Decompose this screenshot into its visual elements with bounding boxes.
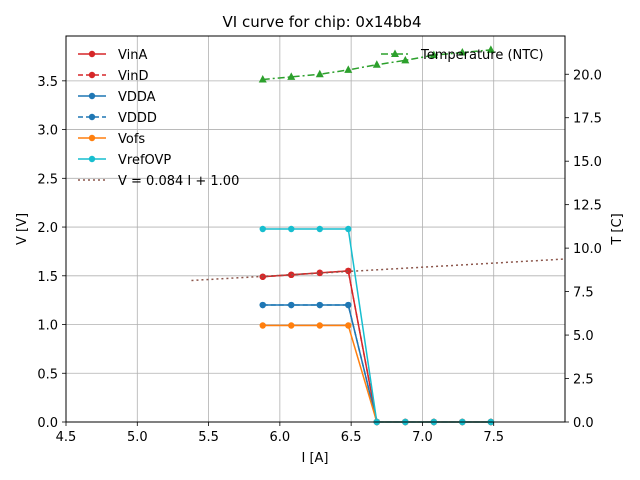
legend-label: VDDD [118, 111, 157, 126]
legend-entry: VinD [78, 69, 148, 84]
series-line [262, 324, 491, 423]
legend-entry: VDDD [78, 111, 157, 126]
series-vina [259, 267, 495, 426]
y2-tick-label: 10.0 [573, 242, 602, 257]
data-point [288, 322, 295, 329]
series-layer [191, 45, 566, 426]
legend-label: VrefOVP [118, 153, 171, 168]
y-tick-label: 2.0 [37, 221, 58, 236]
legend-marker [88, 50, 96, 58]
series-vind [259, 267, 495, 426]
legend-marker [88, 155, 96, 163]
y2-tick-label: 7.5 [573, 286, 594, 301]
data-point [288, 301, 295, 309]
data-point [316, 269, 323, 277]
legend-entry: VinA [78, 48, 147, 63]
y-tick-label: 3.0 [37, 124, 58, 139]
data-point [458, 48, 467, 56]
data-point [486, 45, 495, 53]
y2-tick-label: 0.0 [573, 416, 594, 431]
data-point [401, 55, 410, 64]
legend-label: VDDA [118, 90, 156, 105]
y2-tick-label: 20.0 [573, 68, 602, 83]
x-tick-label: 5.5 [198, 430, 219, 445]
y2-axis-label: T [C] [610, 213, 625, 245]
series-temperature-ntc [258, 45, 495, 83]
chart-title: VI curve for chip: 0x14bb4 [223, 13, 422, 31]
data-point [372, 60, 381, 68]
x-tick-label: 7.0 [412, 430, 433, 445]
legend-entry: VrefOVP [78, 153, 171, 168]
series-v-0-084-i-1-00 [191, 258, 566, 282]
legend-marker [88, 71, 96, 79]
axis-ticks: 4.5 5.0 5.5 6.0 6.5 7.0 7.5 0.0 0.5 1.0 1.5 2.0 2.5 3… [37, 68, 602, 445]
series-vofs [259, 322, 495, 426]
data-point [258, 74, 267, 83]
series-vddd [259, 301, 495, 426]
series-line [262, 304, 491, 423]
series-line [262, 270, 491, 423]
series-vdda [259, 301, 495, 426]
legend-temperature: Temperature (NTC) [381, 48, 544, 63]
y2-tick-label: 15.0 [573, 155, 602, 170]
x-tick-label: 4.5 [56, 430, 77, 445]
x-tick-label: 6.0 [270, 430, 291, 445]
series-line [262, 304, 491, 423]
legend-marker [88, 113, 96, 121]
y-tick-label: 1.0 [37, 319, 58, 334]
data-point [344, 65, 353, 73]
data-point [287, 72, 296, 80]
data-point [288, 225, 295, 233]
y2-tick-label: 5.0 [573, 329, 594, 344]
legend-label: V = 0.084 I + 1.00 [118, 174, 239, 189]
y-tick-label: 3.5 [37, 75, 58, 90]
y-tick-label: 0.5 [37, 367, 58, 382]
x-axis-label: I [A] [301, 451, 328, 466]
legend-entry: VDDA [78, 90, 156, 105]
legend-label: VinD [118, 69, 148, 84]
y-tick-label: 0.0 [37, 416, 58, 431]
data-point [316, 225, 323, 233]
x-tick-label: 6.5 [341, 430, 362, 445]
legend-marker [391, 49, 399, 57]
legend-entry: V = 0.084 I + 1.00 [78, 174, 239, 189]
data-point [316, 301, 323, 309]
legend-label: VinA [118, 48, 147, 63]
legend-label: Temperature (NTC) [420, 48, 544, 63]
plot-frame [65, 35, 566, 423]
data-point [345, 301, 352, 309]
data-point [288, 271, 295, 279]
series-line [191, 258, 566, 282]
legend-entry: Vofs [78, 132, 145, 147]
data-point [259, 322, 266, 329]
y2-tick-label: 17.5 [573, 112, 602, 127]
legend-marker [88, 134, 96, 142]
legend-label: Vofs [118, 132, 145, 147]
y-tick-label: 1.5 [37, 270, 58, 285]
x-tick-label: 7.5 [483, 430, 504, 445]
y2-tick-label: 12.5 [573, 199, 602, 214]
data-point [345, 267, 352, 275]
y-tick-label: 2.5 [37, 172, 58, 187]
x-tick-label: 5.0 [127, 430, 148, 445]
data-point [259, 225, 266, 233]
data-point [345, 322, 352, 329]
data-point [316, 322, 323, 329]
data-point [429, 50, 438, 59]
legend-marker [88, 92, 96, 100]
data-point [315, 69, 324, 78]
series-line [262, 270, 491, 423]
legend-voltages: VinA VinD VDDA VDDD Vofs VrefOVP V = 0.084 I +… [78, 48, 239, 189]
legend-entry: Temperature (NTC) [381, 48, 544, 63]
y-axis-label: V [V] [15, 213, 30, 245]
y2-tick-label: 2.5 [573, 373, 594, 388]
data-point [259, 301, 266, 309]
data-point [345, 225, 352, 233]
